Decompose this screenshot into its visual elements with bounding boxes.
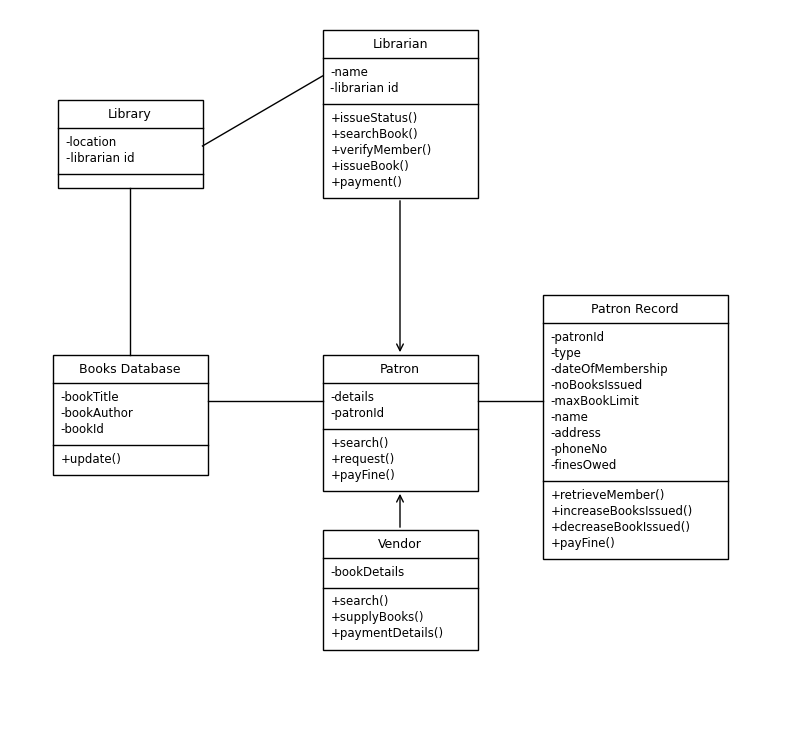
- Text: -bookTitle: -bookTitle: [61, 390, 119, 404]
- Text: -patronId: -patronId: [550, 331, 605, 343]
- Text: +search(): +search(): [330, 595, 389, 609]
- Text: +increaseBooksIssued(): +increaseBooksIssued(): [550, 504, 693, 517]
- Text: -maxBookLimit: -maxBookLimit: [550, 395, 639, 407]
- Text: +verifyMember(): +verifyMember(): [330, 143, 432, 157]
- Text: +payFine(): +payFine(): [330, 468, 395, 481]
- Text: -type: -type: [550, 346, 582, 359]
- Text: -dateOfMembership: -dateOfMembership: [550, 362, 668, 376]
- Text: -librarian id: -librarian id: [330, 82, 399, 95]
- Text: -bookDetails: -bookDetails: [330, 565, 405, 578]
- Bar: [542, 295, 727, 559]
- Text: Vendor: Vendor: [378, 537, 422, 551]
- Text: -finesOwed: -finesOwed: [550, 459, 617, 471]
- Text: -bookAuthor: -bookAuthor: [61, 406, 134, 420]
- Bar: [322, 355, 478, 491]
- Text: -location: -location: [66, 135, 117, 148]
- Text: +paymentDetails(): +paymentDetails(): [330, 628, 444, 640]
- Text: Books Database: Books Database: [79, 362, 181, 376]
- Bar: [58, 100, 202, 188]
- Text: -name: -name: [330, 65, 368, 79]
- Text: +supplyBooks(): +supplyBooks(): [330, 612, 424, 625]
- Text: Patron Record: Patron Record: [591, 303, 678, 315]
- Text: Librarian: Librarian: [372, 37, 428, 51]
- Bar: [322, 530, 478, 650]
- Text: -address: -address: [550, 426, 602, 440]
- Text: +searchBook(): +searchBook(): [330, 127, 418, 140]
- Text: +update(): +update(): [61, 453, 122, 465]
- Bar: [53, 355, 207, 475]
- Text: -librarian id: -librarian id: [66, 151, 134, 165]
- Text: -name: -name: [550, 411, 588, 423]
- Text: +retrieveMember(): +retrieveMember(): [550, 489, 665, 501]
- Text: -patronId: -patronId: [330, 406, 385, 420]
- Bar: [322, 30, 478, 198]
- Text: Library: Library: [108, 107, 152, 121]
- Text: +issueBook(): +issueBook(): [330, 159, 410, 173]
- Text: +decreaseBookIssued(): +decreaseBookIssued(): [550, 520, 690, 534]
- Text: +request(): +request(): [330, 453, 394, 465]
- Text: -noBooksIssued: -noBooksIssued: [550, 379, 642, 392]
- Text: -phoneNo: -phoneNo: [550, 442, 608, 456]
- Text: Patron: Patron: [380, 362, 420, 376]
- Text: +issueStatus(): +issueStatus(): [330, 112, 418, 124]
- Text: -bookId: -bookId: [61, 423, 104, 436]
- Text: +payFine(): +payFine(): [550, 537, 615, 550]
- Text: +payment(): +payment(): [330, 176, 402, 188]
- Text: -details: -details: [330, 390, 374, 404]
- Text: +search(): +search(): [330, 437, 389, 450]
